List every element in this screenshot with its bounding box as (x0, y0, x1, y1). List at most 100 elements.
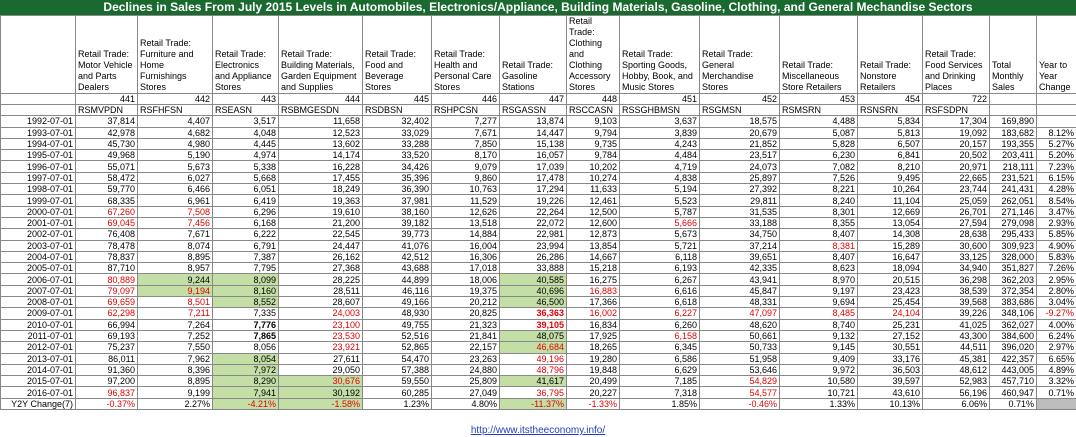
series-code-cell: RSFSDPN (922, 103, 990, 117)
value-cell: 19,092 (922, 126, 990, 139)
value-cell: 7,671 (431, 126, 500, 139)
value-cell: 91,360 (75, 363, 138, 377)
value-cell: 6,230 (779, 149, 858, 162)
value-cell: 18,006 (431, 273, 500, 286)
value-cell: 262,051 (989, 194, 1037, 207)
value-cell: 15,289 (857, 239, 923, 252)
value-cell: 21,323 (431, 318, 500, 331)
value-cell: 46,500 (499, 296, 567, 309)
value-cell: 6,586 (619, 352, 700, 365)
value-cell: 6.15% (1036, 171, 1076, 185)
value-cell: 8,160 (212, 284, 279, 298)
date-cell: 2010-07-01 (0, 318, 76, 331)
value-cell: 4,838 (619, 171, 700, 185)
series-code-cell (0, 103, 76, 117)
value-cell: 8,623 (779, 262, 858, 275)
value-cell: 4.00% (1036, 318, 1076, 331)
value-cell: 36,795 (499, 386, 567, 399)
value-cell: 54,577 (699, 386, 780, 399)
y2y-change-cell: -4.21% (212, 397, 279, 411)
date-cell: 2004-07-01 (0, 250, 76, 264)
value-cell: 47,097 (699, 307, 780, 320)
value-cell: 19,280 (566, 352, 620, 365)
value-cell: 4,243 (619, 137, 700, 151)
column-header: Retail Trade: Miscellaneous Store Retail… (779, 15, 858, 94)
value-cell: 23,744 (922, 183, 990, 196)
value-cell: 362,027 (989, 318, 1037, 331)
value-cell: 41,025 (922, 318, 990, 331)
value-cell: 7,671 (137, 228, 213, 241)
series-code-cell: RSGMSN (699, 103, 780, 117)
series-code-cell: RSSGHBMSN (619, 103, 700, 117)
value-cell: 16,834 (566, 318, 620, 331)
value-cell: 5.27% (1036, 137, 1076, 151)
value-cell: 46,684 (499, 341, 567, 354)
value-cell: 6,345 (619, 341, 700, 354)
value-cell: 9,735 (566, 137, 620, 151)
value-cell: 36,390 (362, 183, 432, 196)
value-cell: 28,511 (278, 284, 363, 298)
value-cell: 27,392 (699, 183, 780, 196)
value-cell: 20,825 (431, 307, 500, 320)
naics-code-cell (1036, 93, 1076, 105)
value-cell: 26,701 (922, 205, 990, 218)
value-cell: 52,983 (922, 375, 990, 388)
y2y-change-cell: -11.37% (499, 397, 567, 411)
value-cell: 8,552 (212, 296, 279, 309)
value-cell: 9,194 (137, 284, 213, 298)
date-cell: 2016-07-01 (0, 386, 76, 399)
value-cell: 3.04% (1036, 296, 1076, 309)
value-cell: 54,470 (362, 352, 432, 365)
naics-code-cell: 447 (499, 93, 567, 105)
value-cell: 460,947 (989, 386, 1037, 399)
value-cell: 8,099 (212, 273, 279, 286)
value-cell: 23,517 (699, 149, 780, 162)
value-cell (1036, 115, 1076, 128)
value-cell: 3.47% (1036, 205, 1076, 218)
value-cell: 4,048 (212, 126, 279, 139)
website-link[interactable]: http://www.itstheeconomy.info/ (470, 425, 606, 436)
value-cell: 17,366 (566, 296, 620, 309)
value-cell: 9,199 (137, 386, 213, 399)
value-cell: 7,550 (137, 341, 213, 354)
value-cell: 5,813 (857, 126, 923, 139)
value-cell: 20,502 (922, 149, 990, 162)
value-cell: 218,111 (989, 160, 1037, 173)
y2y-change-cell: 4.80% (431, 397, 500, 411)
value-cell: 42,512 (362, 250, 432, 264)
date-cell: 1997-07-01 (0, 171, 76, 185)
naics-code-cell: 442 (137, 93, 213, 105)
value-cell: 7,211 (137, 307, 213, 320)
date-cell: 2003-07-01 (0, 239, 76, 252)
value-cell: 52,516 (362, 329, 432, 343)
value-cell: 32,402 (362, 115, 432, 128)
value-cell: 8,301 (779, 205, 858, 218)
column-header: Retail Trade: Furniture and Home Furnish… (137, 15, 213, 94)
value-cell: 28,607 (278, 296, 363, 309)
value-cell: 7,252 (137, 329, 213, 343)
series-code-cell (1036, 103, 1076, 117)
value-cell: 19,375 (431, 284, 500, 298)
value-cell: 7,264 (137, 318, 213, 331)
value-cell: 43,300 (922, 329, 990, 343)
value-cell: 8,355 (779, 216, 858, 230)
date-cell: 2009-07-01 (0, 307, 76, 320)
value-cell: 39,226 (922, 307, 990, 320)
column-header: Retail Trade: Food and Beverage Stores (362, 15, 432, 94)
value-cell: 3,637 (619, 115, 700, 128)
value-cell: 422,357 (989, 352, 1037, 365)
column-header: Retail Trade: Sporting Goods, Hobby, Boo… (619, 15, 700, 94)
value-cell: 16,004 (431, 239, 500, 252)
column-header: Retail Trade: General Merchandise Stores (699, 15, 780, 94)
value-cell: 45,847 (699, 284, 780, 298)
value-cell: 8.12% (1036, 126, 1076, 139)
value-cell: 19,848 (566, 363, 620, 377)
value-cell: 49,755 (362, 318, 432, 331)
value-cell: 9,694 (779, 296, 858, 309)
value-cell: 28,225 (278, 273, 363, 286)
date-cell: 1992-07-01 (0, 115, 76, 128)
value-cell: 9,145 (779, 341, 858, 354)
value-cell: 39,651 (699, 250, 780, 264)
value-cell: 33,288 (362, 137, 432, 151)
value-cell: 6.65% (1036, 352, 1076, 365)
